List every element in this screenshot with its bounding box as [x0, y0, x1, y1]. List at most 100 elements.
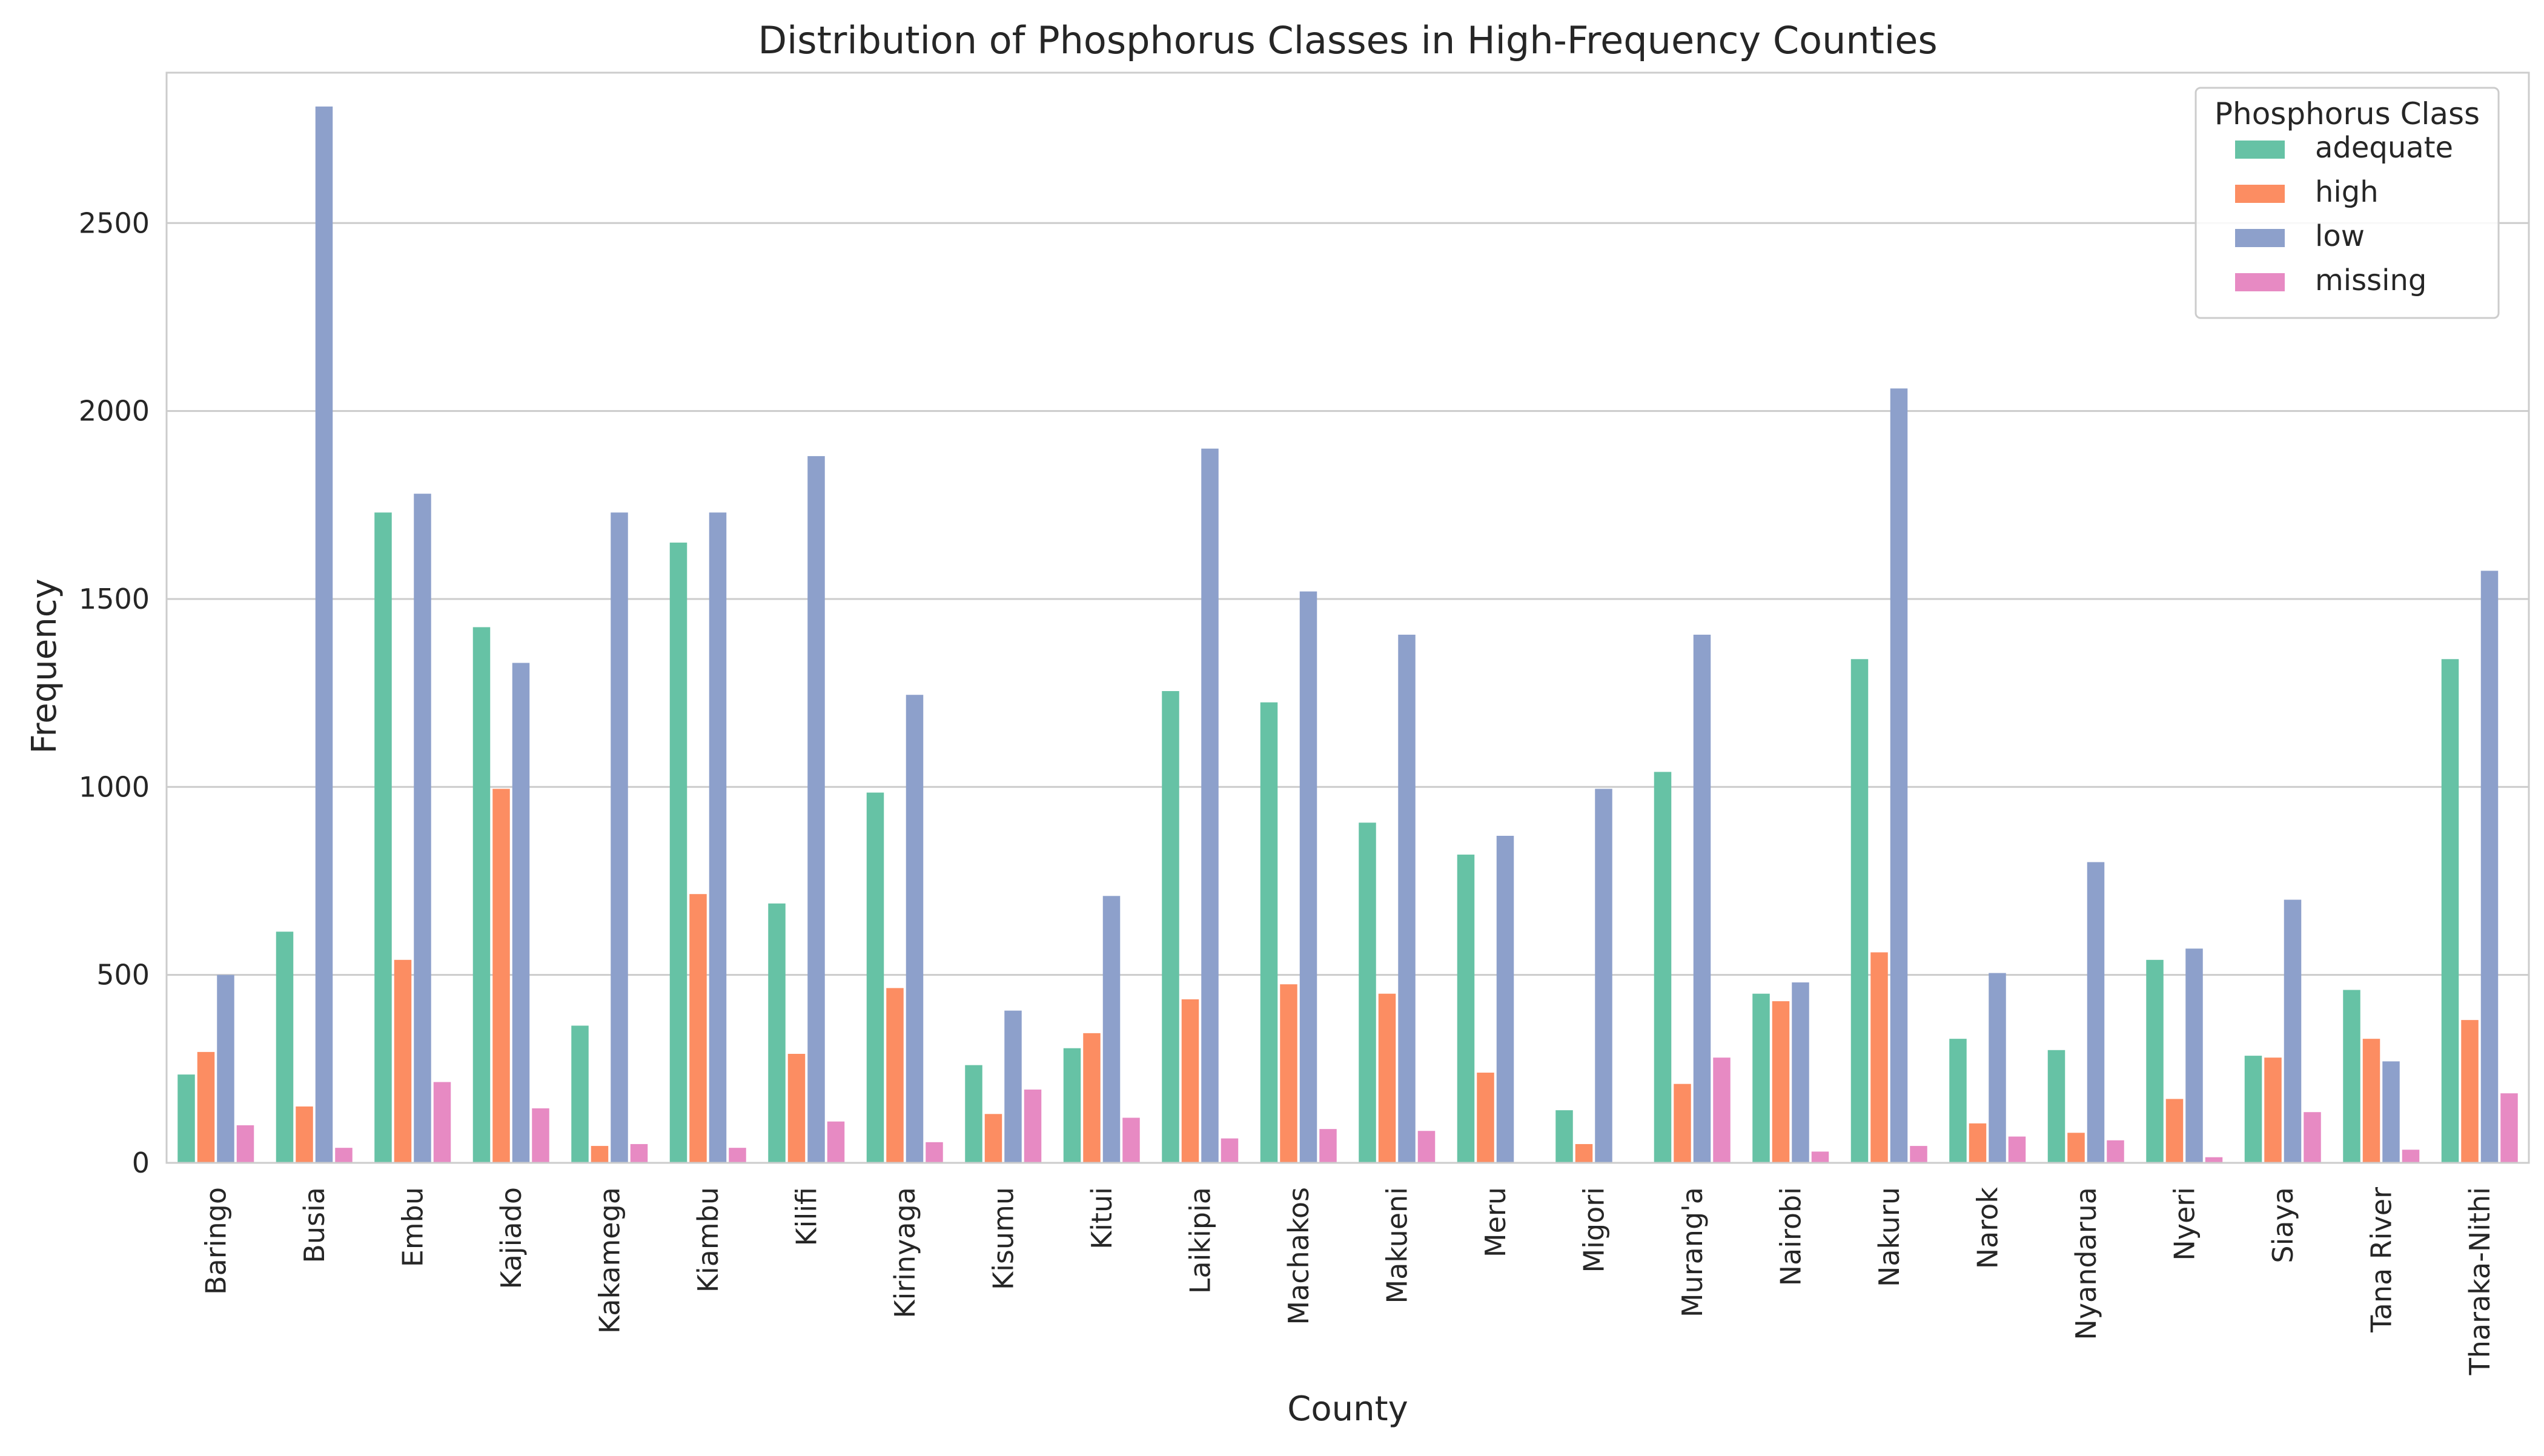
bar-high: [1477, 1073, 1494, 1163]
legend-label-missing: missing: [2315, 263, 2426, 297]
bar-high: [2067, 1133, 2085, 1163]
legend-swatch-low: [2235, 229, 2285, 247]
x-tick-label: Nakuru: [1873, 1187, 1906, 1287]
bar-adequate: [866, 792, 884, 1163]
bar-high: [2264, 1057, 2282, 1163]
bar-adequate: [276, 932, 294, 1163]
y-tick-label: 500: [96, 959, 150, 991]
x-tick-label: Kiambu: [692, 1187, 724, 1292]
y-tick-label: 2500: [79, 207, 150, 239]
bar-low: [1693, 634, 1711, 1163]
bar-missing: [2500, 1093, 2518, 1163]
legend-swatch-adequate: [2235, 141, 2285, 159]
legend-label-low: low: [2315, 219, 2365, 253]
bar-high: [296, 1106, 313, 1163]
bar-adequate: [965, 1065, 982, 1163]
x-tick-label: Narok: [1971, 1187, 2004, 1269]
bar-missing: [236, 1125, 254, 1163]
bar-high: [1378, 993, 1396, 1163]
y-axis-label: Frequency: [25, 578, 64, 753]
x-tick-label: Kakamega: [593, 1187, 626, 1334]
bar-adequate: [2047, 1050, 2065, 1163]
bar-low: [709, 512, 727, 1163]
x-tick-label: Baringo: [199, 1187, 232, 1295]
bar-missing: [1122, 1117, 1140, 1163]
bar-low: [906, 695, 924, 1163]
legend-swatch-high: [2235, 185, 2285, 203]
x-tick-label: Murang'a: [1676, 1187, 1709, 1317]
bar-high: [886, 988, 904, 1163]
bar-low: [1595, 789, 1612, 1163]
bar-adequate: [2441, 659, 2459, 1163]
bar-missing: [827, 1121, 845, 1163]
bar-high: [197, 1051, 215, 1163]
x-tick-label: Kirinyaga: [889, 1187, 921, 1319]
bar-low: [2480, 571, 2499, 1163]
x-tick-label: Kajiado: [495, 1187, 528, 1289]
bar-low: [807, 456, 825, 1163]
y-tick-label: 2000: [79, 395, 150, 428]
bar-adequate: [1162, 691, 1179, 1163]
x-tick-label: Nairobi: [1774, 1187, 1807, 1286]
bar-adequate: [1752, 993, 1770, 1163]
bar-missing: [2304, 1112, 2321, 1163]
bar-high: [1969, 1123, 1987, 1163]
x-tick-label: Nyandarua: [2070, 1187, 2102, 1340]
bar-adequate: [2146, 959, 2164, 1163]
bar-missing: [630, 1143, 648, 1163]
x-tick-label: Migori: [1577, 1187, 1610, 1273]
bar-high: [1181, 999, 1199, 1163]
bar-missing: [532, 1108, 549, 1163]
bar-low: [2284, 899, 2302, 1163]
plot-frame: [165, 71, 2530, 1164]
bar-missing: [1221, 1138, 1239, 1163]
bar-low: [1989, 973, 2006, 1163]
bar-high: [1280, 984, 1297, 1163]
x-tick-label: Embu: [396, 1187, 429, 1267]
bar-adequate: [1457, 855, 1475, 1163]
bar-low: [217, 975, 234, 1163]
x-tick-label: Makueni: [1380, 1187, 1413, 1304]
y-tick-label: 0: [132, 1147, 150, 1179]
bar-missing: [1319, 1129, 1337, 1163]
x-tick-label: Machakos: [1282, 1187, 1315, 1325]
x-axis-label: County: [1287, 1389, 1408, 1429]
bar-high: [787, 1054, 806, 1163]
bar-low: [1004, 1010, 1022, 1163]
bar-adequate: [374, 512, 392, 1163]
bar-high: [2362, 1039, 2380, 1163]
bar-low: [1299, 591, 1317, 1163]
x-tick-label: Kisumu: [987, 1187, 1019, 1290]
bar-adequate: [669, 542, 687, 1163]
bar-high: [1575, 1143, 1593, 1163]
bar-low: [1102, 896, 1121, 1163]
legend-label-high: high: [2315, 175, 2379, 209]
bar-high: [2165, 1099, 2184, 1163]
bar-high: [2461, 1020, 2479, 1163]
bar-adequate: [2244, 1056, 2262, 1163]
bars: [177, 106, 2518, 1163]
bar-missing: [335, 1148, 353, 1163]
bar-adequate: [571, 1025, 589, 1163]
x-tick-label: Busia: [298, 1187, 331, 1263]
legend-label-adequate: adequate: [2315, 131, 2453, 165]
bar-adequate: [1063, 1048, 1081, 1163]
bar-missing: [1811, 1151, 1829, 1163]
bar-low: [611, 512, 628, 1163]
legend: Phosphorus Class adequate high low missing: [2195, 87, 2500, 319]
bar-high: [689, 894, 707, 1163]
bar-low: [414, 494, 431, 1163]
y-tick-label: 1500: [79, 583, 150, 615]
bar-high: [1772, 1001, 1790, 1163]
bar-missing: [2402, 1150, 2420, 1163]
axes: 0 500 1000 1500 2000 2500 Baringo Busia Embu Kaji…: [79, 71, 2530, 1375]
bar-low: [2087, 862, 2105, 1163]
bar-low: [1496, 836, 1514, 1163]
bar-missing: [2107, 1140, 2124, 1163]
x-tick-label: Meru: [1479, 1187, 1512, 1257]
bar-high: [394, 959, 412, 1163]
bar-high: [984, 1114, 1002, 1163]
bar-high: [1870, 952, 1888, 1163]
